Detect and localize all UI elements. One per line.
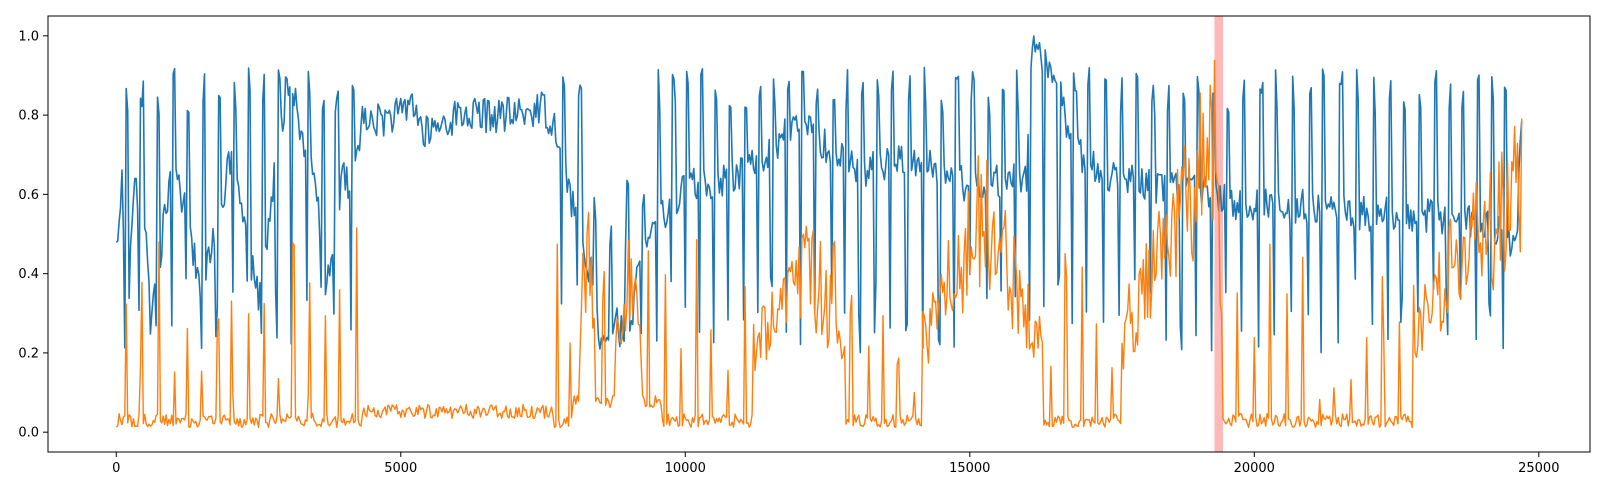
y-tick-label: 0.2: [18, 346, 39, 361]
series-line: [115, 35, 1523, 354]
x-tick-label: 25000: [1518, 461, 1559, 476]
x-tick-label: 5000: [384, 461, 417, 476]
y-tick-label: 0.8: [18, 109, 39, 124]
y-tick-label: 0.0: [18, 426, 39, 441]
x-axis: 0 5000 10000 15000 20000 25000: [112, 452, 1559, 476]
y-tick-label: 1.0: [18, 29, 39, 44]
series-line: [115, 59, 1523, 429]
y-tick-label: 0.4: [18, 267, 39, 282]
x-tick-label: 10000: [665, 461, 706, 476]
x-tick-label: 15000: [949, 461, 990, 476]
plot-frame: [47, 15, 1591, 453]
series-layer: [115, 35, 1523, 429]
x-tick-label: 0: [112, 461, 120, 476]
x-tick-label: 20000: [1234, 461, 1275, 476]
y-tick-label: 0.6: [18, 188, 39, 203]
y-axis: 0.0 0.2 0.4 0.6 0.8 1.0: [18, 29, 48, 441]
